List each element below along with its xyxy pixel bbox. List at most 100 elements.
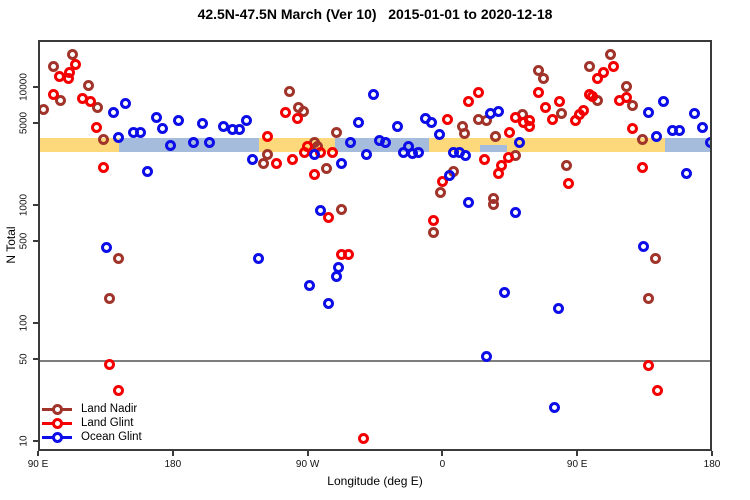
data-point: [587, 91, 599, 103]
data-point: [47, 60, 59, 72]
y-tick-label: 1000: [18, 194, 30, 217]
data-point: [157, 123, 169, 135]
data-point: [308, 168, 320, 180]
data-point: [462, 196, 474, 208]
data-point: [47, 89, 59, 101]
data-point: [480, 350, 492, 362]
data-point: [523, 121, 535, 133]
data-point: [336, 157, 348, 169]
data-point: [651, 385, 663, 397]
data-point: [91, 101, 103, 113]
data-point: [532, 64, 544, 76]
legend-marker-icon: [52, 432, 63, 443]
data-point: [330, 271, 342, 282]
data-point: [597, 67, 609, 79]
x-tick-label: 90 E: [566, 459, 588, 470]
legend-label: Ocean Glint: [81, 431, 142, 443]
data-point: [427, 214, 439, 226]
data-point: [484, 107, 496, 119]
data-point: [151, 111, 163, 123]
y-tick-label: 50: [18, 353, 30, 365]
y-tick-label: 5000: [18, 111, 30, 135]
data-point: [196, 118, 208, 130]
data-point: [696, 122, 708, 134]
y-tick-label: 100: [18, 315, 30, 332]
data-point: [510, 207, 522, 219]
data-point: [271, 158, 283, 170]
data-point: [548, 402, 560, 414]
y-tick-mark: [33, 358, 38, 360]
data-point: [113, 252, 125, 264]
data-point: [173, 114, 185, 126]
data-point: [459, 150, 471, 162]
data-point: [436, 175, 448, 187]
data-point: [84, 96, 96, 108]
x-tick-label: 90 E: [27, 459, 49, 470]
data-point: [279, 107, 291, 119]
data-point: [546, 113, 558, 125]
reference-line-50: [40, 360, 710, 362]
data-point: [69, 58, 81, 70]
data-point: [642, 292, 654, 304]
data-point: [621, 92, 633, 104]
data-point: [503, 126, 515, 138]
data-point: [427, 227, 439, 239]
data-point: [391, 121, 403, 133]
data-point: [336, 203, 348, 215]
data-point: [113, 385, 125, 397]
data-point: [636, 133, 648, 145]
y-tick-mark: [33, 122, 38, 124]
data-point: [241, 114, 253, 126]
data-point: [257, 158, 269, 170]
data-point: [83, 79, 95, 91]
band-ocean: [664, 137, 710, 153]
x-tick-mark: [576, 451, 579, 456]
chart-title: 42.5N-47.5N March (Ver 10) 2015-01-01 to…: [197, 6, 553, 22]
data-point: [643, 107, 655, 119]
x-tick-label: 0: [439, 459, 446, 470]
y-tick-mark: [33, 440, 38, 443]
data-point: [98, 133, 110, 145]
data-point: [344, 136, 356, 148]
data-point: [262, 149, 274, 161]
data-point: [299, 146, 311, 158]
data-point: [462, 96, 474, 108]
data-point: [322, 297, 334, 309]
data-point: [509, 111, 521, 123]
data-point: [626, 122, 638, 134]
x-tick-mark: [441, 451, 444, 456]
data-point: [297, 105, 309, 117]
y-tick-label: 10000: [18, 73, 30, 102]
data-point: [234, 124, 246, 136]
x-tick-mark: [37, 451, 39, 456]
data-point: [577, 104, 589, 116]
legend-label: Land Glint: [81, 417, 134, 429]
data-point: [592, 73, 604, 85]
legend-marker-icon: [52, 404, 63, 415]
data-point: [539, 101, 551, 113]
data-point: [327, 146, 339, 158]
data-point: [493, 167, 505, 179]
legend-marker-icon: [52, 418, 63, 429]
data-point: [555, 108, 567, 120]
x-tick-label: 90 W: [295, 459, 320, 470]
data-point: [532, 87, 544, 99]
data-point: [552, 302, 564, 314]
data-point: [303, 279, 315, 291]
data-point: [502, 152, 514, 164]
data-point: [322, 211, 334, 223]
data-point: [321, 163, 333, 175]
data-point: [104, 358, 116, 370]
data-point: [704, 137, 710, 149]
data-point: [309, 149, 321, 161]
data-point: [55, 95, 67, 107]
data-point: [360, 149, 372, 161]
data-point: [357, 433, 369, 445]
data-point: [100, 241, 112, 253]
data-point: [40, 103, 49, 115]
x-tick-mark: [171, 451, 174, 456]
data-point: [247, 154, 259, 166]
data-point: [680, 167, 692, 179]
y-tick-mark: [33, 322, 38, 325]
y-axis-title: N Total: [4, 226, 18, 264]
